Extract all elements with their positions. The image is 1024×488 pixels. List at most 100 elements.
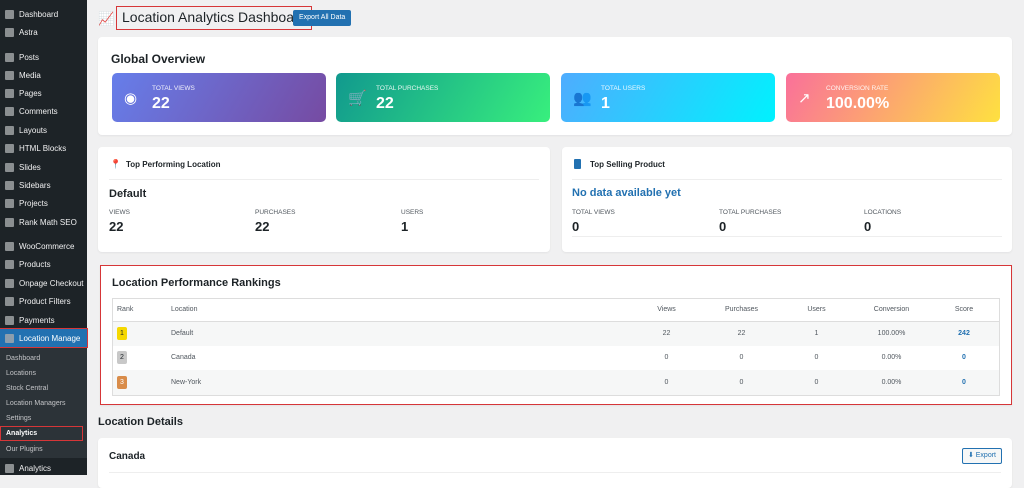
title-icon: 📈 (98, 11, 115, 26)
menu-icon (5, 315, 14, 325)
rankings-title: Location Performance Rankings (112, 277, 281, 289)
stat-conversion-rate: ↗ CONVERSION RATE 100.00% (786, 73, 1000, 122)
shopping-bag-icon (574, 159, 581, 169)
menu-icon (5, 198, 14, 208)
top-location-title: Top Performing Location (126, 160, 221, 169)
menu-icon (5, 259, 14, 269)
rank-badge: 3 (117, 375, 127, 389)
top-product-title: Top Selling Product (590, 160, 665, 169)
stat-total-purchases: 🛒 TOTAL PURCHASES 22 (336, 73, 550, 122)
top-location-card: 📍 Top Performing Location Default VIEWS 2… (98, 147, 550, 252)
users-cell: 0 (814, 378, 819, 386)
submenu-item-settings[interactable]: Settings (0, 411, 87, 426)
sidebar-item-analytics[interactable]: Analytics (0, 459, 87, 477)
rank-badge: 2 (117, 351, 127, 365)
views-cell: 0 (664, 378, 669, 386)
sidebar-item-payments[interactable]: Payments (0, 311, 87, 329)
menu-icon (5, 217, 14, 227)
overview-title: Global Overview (111, 52, 206, 66)
users-cell: 0 (814, 354, 819, 362)
cart-icon: 🛒 (348, 90, 367, 107)
users-icon: 👥 (573, 90, 592, 107)
admin-sidebar: Dashboard Astra Posts Media Pages Comments Lay… (0, 0, 88, 477)
users-cell: 1 (814, 330, 819, 337)
download-icon: ⬇ (967, 452, 976, 459)
score-cell: 0 (962, 378, 966, 386)
location-cell: Canada (171, 354, 196, 362)
stat-total-views: ◉ TOTAL VIEWS 22 (112, 73, 326, 122)
sidebar-item-rank-math-seo[interactable]: Rank Math SEO (0, 213, 87, 231)
sidebar-item-sidebars[interactable]: Sidebars (0, 176, 87, 194)
top-product-name: No data available yet (572, 187, 681, 199)
submenu-item-location-managers[interactable]: Location Managers (0, 396, 87, 411)
views-cell: 22 (662, 330, 671, 337)
submenu-item-locations[interactable]: Locations (0, 366, 87, 381)
export-button[interactable]: ⬇ Export (961, 448, 1002, 464)
bar-chart-icon (5, 463, 14, 473)
menu-icon (5, 125, 14, 135)
table-row: 1 Default 22 22 1 100.00% 242 (113, 321, 999, 346)
sidebar-item-dashboard[interactable]: Dashboard (0, 5, 87, 23)
location-details-title: Location Details (98, 416, 183, 428)
sidebar-item-posts[interactable]: Posts (0, 48, 87, 66)
menu-icon (5, 162, 14, 172)
sidebar-item-slides[interactable]: Slides (0, 158, 87, 176)
rankings-table: Rank Location Views Purchases Users Conversio… (112, 298, 1000, 396)
sidebar-item-astra[interactable]: Astra (0, 23, 87, 41)
purchases-cell: 22 (737, 330, 746, 337)
menu-icon (5, 27, 14, 37)
stat-total-users: 👥 TOTAL USERS 1 (561, 73, 775, 122)
score-cell: 0 (962, 354, 966, 362)
sidebar-item-product-filters[interactable]: Product Filters (0, 292, 87, 310)
table-row: 2 Canada 0 0 0 0.00% 0 (113, 346, 999, 371)
conversion-cell: 0.00% (881, 354, 902, 362)
menu-icon (5, 296, 14, 306)
column-header: Score (929, 299, 999, 322)
menu-icon (5, 241, 14, 251)
sidebar-item-comments[interactable]: Comments (0, 102, 87, 120)
menu-icon (5, 88, 14, 98)
menu-icon (5, 143, 14, 153)
page-title: Location Analytics Dashboard (116, 6, 313, 30)
sidebar-item-products[interactable]: Products (0, 255, 87, 273)
location-detail-card: Canada ⬇ Export (98, 438, 1012, 488)
column-header: Users (779, 299, 854, 322)
top-location-name: Default (109, 188, 147, 200)
sidebar-item-pages[interactable]: Pages (0, 84, 87, 102)
chart-line-icon: ↗ (798, 90, 811, 107)
submenu-item-our-plugins[interactable]: Our Plugins (0, 442, 87, 457)
sidebar-item-media[interactable]: Media (0, 66, 87, 84)
submenu-item-dashboard[interactable]: Dashboard (0, 351, 87, 366)
menu-icon (5, 70, 14, 80)
sidebar-item-html-blocks[interactable]: HTML Blocks (0, 139, 87, 157)
location-cell: Default (171, 330, 194, 337)
menu-icon (5, 180, 14, 190)
purchases-cell: 0 (739, 354, 744, 362)
column-header: Conversion (854, 299, 929, 322)
conversion-cell: 100.00% (877, 330, 906, 337)
menu-icon (5, 106, 14, 116)
menu-icon (5, 9, 14, 19)
column-header: Views (629, 299, 704, 322)
column-header: Location (167, 299, 629, 322)
menu-icon (5, 278, 14, 288)
conversion-cell: 0.00% (881, 378, 902, 386)
submenu-item-stock-central[interactable]: Stock Central (0, 381, 87, 396)
column-header: Rank (113, 299, 167, 322)
table-row: 3 New-York 0 0 0 0.00% 0 (113, 370, 999, 395)
submenu-item-analytics[interactable]: Analytics (0, 426, 83, 441)
sidebar-item-location-manage[interactable]: Location Manage (0, 328, 88, 348)
score-cell: 242 (958, 330, 970, 337)
menu-icon (5, 333, 14, 343)
sidebar-item-woocommerce[interactable]: WooCommerce (0, 237, 87, 255)
sidebar-item-projects[interactable]: Projects (0, 194, 87, 212)
eye-icon: ◉ (124, 90, 138, 107)
top-product-card: Top Selling Product No data available ye… (562, 147, 1012, 252)
rank-badge: 1 (117, 327, 127, 340)
location-icon: 📍 (110, 159, 122, 169)
rankings-panel: Location Performance Rankings Rank Locati… (100, 265, 1012, 405)
sidebar-item-onpage-checkout[interactable]: Onpage Checkout (0, 274, 87, 292)
menu-icon (5, 52, 14, 62)
sidebar-item-layouts[interactable]: Layouts (0, 121, 87, 139)
export-all-button[interactable]: Export All Data (293, 10, 352, 26)
